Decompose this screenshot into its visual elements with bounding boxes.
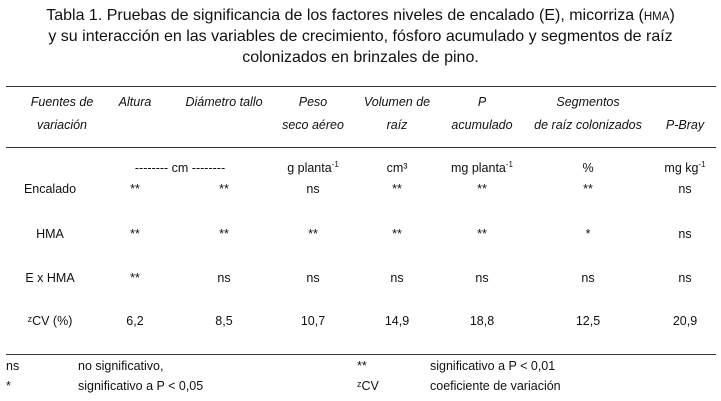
- cell: **: [392, 182, 402, 196]
- cell: **: [130, 182, 140, 196]
- unit-text: %: [582, 161, 594, 175]
- column-header: Peso: [298, 95, 328, 109]
- column-header: de raíz colonizados: [534, 118, 642, 132]
- unit-text: mg kg: [664, 161, 699, 175]
- column-header: variación: [36, 118, 88, 132]
- cell: **: [583, 182, 593, 196]
- unit-text: g planta: [287, 161, 332, 175]
- unit: -------- cm --------: [135, 160, 225, 176]
- footnote-text: significativo a P < 0,01: [430, 359, 556, 373]
- unit: g planta-1: [287, 160, 339, 176]
- footnote-symbol: **: [357, 359, 367, 373]
- row-label: HMA: [36, 227, 64, 241]
- row-label: Encalado: [23, 182, 77, 196]
- unit-text: mg planta: [450, 161, 506, 175]
- row-label: E x HMA: [25, 271, 75, 285]
- cell: **: [219, 227, 229, 241]
- cell: 18,8: [469, 314, 495, 328]
- column-header: raíz: [386, 118, 408, 132]
- unit-exponent: -1: [505, 160, 514, 169]
- title-line: Tabla 1. Pruebas de significancia de los…: [0, 6, 721, 27]
- cell: **: [219, 182, 229, 196]
- footnote-text: coeficiente de variación: [430, 379, 561, 393]
- column-header: Fuentes de: [30, 95, 94, 109]
- unit-text: cm³: [386, 161, 408, 175]
- cell: **: [477, 227, 487, 241]
- title-text: Tabla 1. Pruebas de significancia de los…: [46, 7, 644, 24]
- unit-text: -------- cm --------: [134, 161, 226, 175]
- cell: **: [130, 227, 140, 241]
- unit: mg kg-1: [664, 160, 705, 176]
- unit: mg planta-1: [451, 160, 513, 176]
- unit: cm³: [387, 160, 408, 176]
- column-header: acumulado: [451, 118, 513, 132]
- column-header: Diámetro tallo: [185, 95, 263, 109]
- title-line: y su interacción en las variables de cre…: [48, 28, 673, 45]
- cell: **: [308, 227, 318, 241]
- rule: [6, 86, 716, 87]
- cell: *: [585, 227, 591, 241]
- footnote-text: no significativo,: [78, 359, 164, 373]
- cell: 6,2: [126, 314, 144, 328]
- title-line: colonizados en brinzales de pino.: [242, 49, 479, 66]
- cell: **: [130, 271, 140, 285]
- column-header: Altura: [118, 95, 152, 109]
- rule: [6, 147, 716, 148]
- cell: ns: [678, 227, 692, 241]
- unit-exponent: -1: [331, 160, 339, 169]
- footnote-symbol: ns: [6, 359, 20, 373]
- column-header: Volumen de: [363, 95, 431, 109]
- column-header: Segmentos: [556, 95, 620, 109]
- cell: ns: [390, 271, 404, 285]
- unit-exponent: -1: [698, 160, 706, 169]
- footnote-text: significativo a P < 0,05: [78, 379, 204, 393]
- unit: %: [582, 160, 593, 176]
- cell: ns: [217, 271, 231, 285]
- cell: ns: [581, 271, 595, 285]
- column-header: P-Bray: [665, 118, 705, 132]
- cell: ns: [306, 271, 320, 285]
- cell: ns: [678, 271, 692, 285]
- footnote-symbol: *: [6, 379, 11, 393]
- row-label: ᶻCV (%): [27, 314, 73, 328]
- cell: 10,7: [300, 314, 326, 328]
- rule: [6, 354, 716, 355]
- cell: ns: [306, 182, 320, 196]
- title-abbrev: HMA: [643, 11, 670, 23]
- cell: ns: [475, 271, 489, 285]
- column-header: seco aéreo: [282, 118, 344, 132]
- cell: **: [477, 182, 487, 196]
- cell: 12,5: [575, 314, 601, 328]
- cell: 14,9: [384, 314, 410, 328]
- cell: 8,5: [215, 314, 233, 328]
- cell: ns: [678, 182, 692, 196]
- column-header: P: [477, 95, 487, 109]
- footnote-symbol: ᶻCV: [357, 379, 379, 393]
- cell: 20,9: [672, 314, 698, 328]
- cell: **: [392, 227, 402, 241]
- title-text: ): [669, 7, 675, 24]
